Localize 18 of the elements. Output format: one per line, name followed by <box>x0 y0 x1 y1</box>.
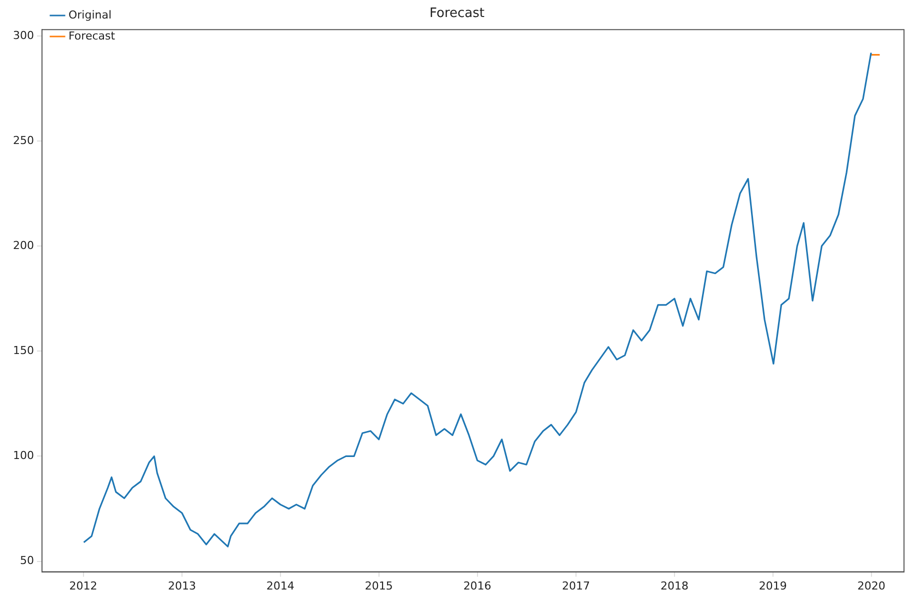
x-tick-label: 2015 <box>364 579 393 592</box>
x-tick-label: 2012 <box>69 579 98 592</box>
y-tick-label: 100 <box>12 449 34 462</box>
x-tick-label: 2018 <box>660 579 688 592</box>
y-tick-label: 250 <box>12 134 34 147</box>
x-tick-label: 2016 <box>463 579 492 592</box>
x-tick-label: 2020 <box>857 579 886 592</box>
y-tick-label: 200 <box>12 238 34 252</box>
y-tick-label: 50 <box>20 554 34 568</box>
y-tick-label: 150 <box>12 344 34 357</box>
legend-label: Forecast <box>68 29 116 42</box>
legend-label: Original <box>68 8 112 22</box>
y-tick-label: 300 <box>12 28 34 42</box>
x-tick-label: 2019 <box>758 579 787 592</box>
x-tick-label: 2014 <box>266 579 294 592</box>
x-tick-label: 2013 <box>168 579 196 592</box>
x-tick-label: 2017 <box>562 579 590 592</box>
chart-title: Forecast <box>429 6 485 22</box>
